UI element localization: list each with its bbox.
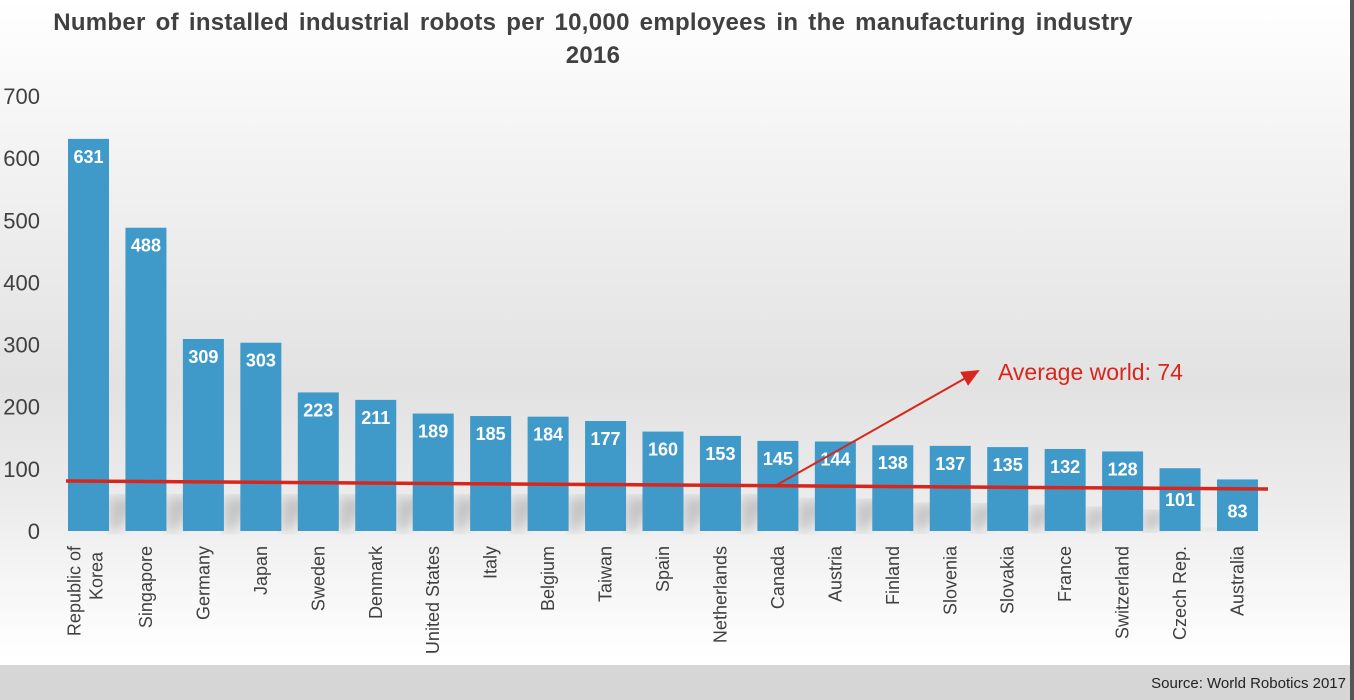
footer-band: Source: World Robotics 2017 <box>0 665 1354 700</box>
data-label: 185 <box>476 424 506 444</box>
data-label: 101 <box>1165 490 1195 510</box>
window-edge <box>1350 0 1354 700</box>
x-tick-label: Taiwan <box>596 546 616 602</box>
bar-republic-of-korea <box>68 138 109 531</box>
data-label: 83 <box>1227 501 1247 521</box>
data-label: 177 <box>591 429 621 449</box>
x-tick-label: Canada <box>768 545 788 609</box>
data-label: 160 <box>648 440 678 460</box>
data-label: 488 <box>131 236 161 256</box>
bar-spain <box>642 431 684 531</box>
y-tick-label: 0 <box>28 519 40 544</box>
bar-netherlands <box>699 435 741 531</box>
y-tick-label: 700 <box>3 84 40 109</box>
data-label: 137 <box>935 454 965 474</box>
data-label: 138 <box>878 453 908 473</box>
bar-sweden <box>297 392 339 531</box>
data-label: 135 <box>993 455 1023 475</box>
x-tick-label: United States <box>423 546 443 654</box>
x-tick-label: Slovenia <box>940 545 960 615</box>
average-arrow <box>774 370 980 487</box>
x-tick-label: Finland <box>883 546 903 605</box>
bar-italy <box>470 416 512 531</box>
x-tick-label: Singapore <box>136 546 156 628</box>
bar-united-states <box>412 413 454 531</box>
y-tick-label: 300 <box>3 333 40 358</box>
y-tick-label: 500 <box>3 208 40 233</box>
y-tick-label: 600 <box>3 146 40 171</box>
y-tick-label: 400 <box>3 270 40 295</box>
x-tick-label: France <box>1055 546 1075 602</box>
x-tick-label: Germany <box>193 546 213 620</box>
data-label: 145 <box>763 449 793 469</box>
bar-belgium <box>527 416 569 531</box>
bar-chart: 0 100 200 300 400 500 600 700 631 Republic of Kore… <box>3 84 1269 654</box>
data-label: 189 <box>418 422 448 442</box>
chart-title: Number of installed industrial robots pe… <box>53 9 1133 69</box>
x-tick-label: Denmark <box>366 545 386 619</box>
data-label: 153 <box>705 444 735 464</box>
x-tick-label: Austria <box>825 545 845 602</box>
data-label: 631 <box>73 147 103 167</box>
data-label: 211 <box>361 408 390 428</box>
x-tick-label: Republic of Korea <box>65 545 107 636</box>
bar-germany <box>182 338 224 531</box>
data-label: 303 <box>246 351 276 371</box>
bar-japan <box>240 342 282 531</box>
x-tick-label: Netherlands <box>710 546 730 643</box>
data-label: 144 <box>820 450 850 470</box>
x-tick-label: Spain <box>653 546 673 592</box>
bar-czech-rep- <box>1159 468 1201 531</box>
average-label: Average world: 74 <box>998 359 1183 385</box>
x-tick-label: Switzerland <box>1113 546 1133 639</box>
x-tick-label: Italy <box>481 546 501 579</box>
data-label: 309 <box>188 347 218 367</box>
y-tick-label: 200 <box>3 395 40 420</box>
data-label: 128 <box>1108 459 1138 479</box>
y-tick-label: 100 <box>3 457 40 482</box>
x-tick-label: Japan <box>251 546 271 595</box>
x-tick-label: Czech Rep. <box>1170 546 1190 640</box>
data-label: 184 <box>533 425 563 445</box>
bar-singapore <box>125 227 167 531</box>
x-tick-label: Sweden <box>308 546 328 611</box>
x-tick-label: Slovakia <box>998 545 1018 614</box>
average-line <box>65 479 1269 491</box>
bar-taiwan <box>585 421 627 531</box>
x-tick-label: Belgium <box>538 546 558 611</box>
bar-denmark <box>355 399 397 531</box>
bar-france <box>1044 448 1086 531</box>
source-note: Source: World Robotics 2017 <box>1151 675 1346 692</box>
data-label: 223 <box>303 400 333 420</box>
x-tick-label: Australia <box>1228 545 1248 616</box>
data-label: 132 <box>1050 457 1080 477</box>
bar-switzerland <box>1102 451 1144 531</box>
